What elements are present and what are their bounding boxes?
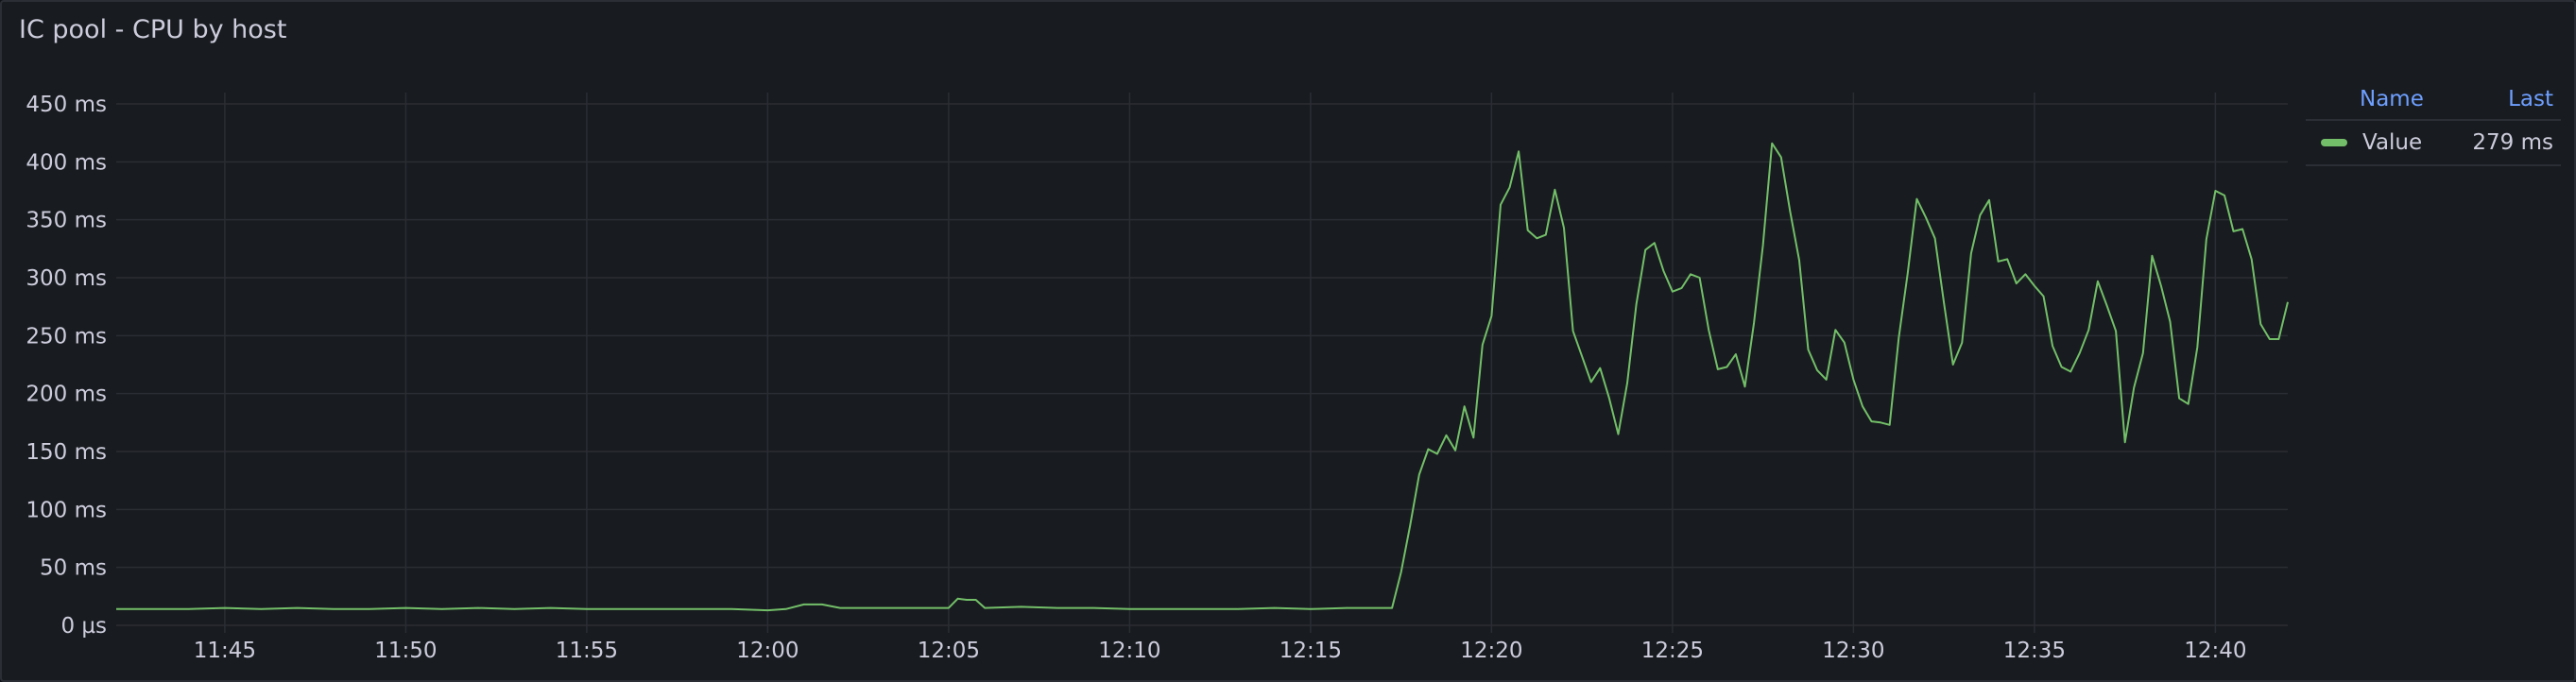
- y-tick-label: 350 ms: [26, 209, 107, 233]
- panel-title[interactable]: IC pool - CPU by host: [19, 15, 287, 44]
- x-tick-label: 11:55: [556, 639, 618, 663]
- legend-item-last: 279 ms: [2472, 130, 2553, 155]
- y-tick-label: 150 ms: [26, 440, 107, 465]
- x-tick-label: 12:40: [2184, 639, 2246, 663]
- series-color-swatch[interactable]: [2321, 139, 2347, 146]
- x-tick-label: 12:00: [736, 639, 799, 663]
- x-tick-label: 11:50: [374, 639, 437, 663]
- y-tick-label: 400 ms: [26, 150, 107, 175]
- legend-table: Name Last Value 279 ms: [2306, 79, 2561, 166]
- y-tick-label: 200 ms: [26, 383, 107, 407]
- y-tick-label: 100 ms: [26, 498, 107, 522]
- x-tick-label: 12:30: [1822, 639, 1884, 663]
- y-tick-label: 250 ms: [26, 324, 107, 349]
- x-tick-label: 12:15: [1279, 639, 1342, 663]
- y-tick-label: 50 ms: [40, 556, 107, 581]
- x-tick-label: 11:45: [194, 639, 256, 663]
- x-tick-label: 12:35: [2003, 639, 2066, 663]
- x-tick-label: 12:10: [1098, 639, 1160, 663]
- y-tick-label: 450 ms: [26, 93, 107, 117]
- series-line-value: [116, 142, 2289, 612]
- y-tick-label: 0 µs: [60, 614, 107, 639]
- legend-item-name: Value: [2362, 130, 2423, 155]
- x-tick-label: 12:20: [1460, 639, 1522, 663]
- legend-header-name[interactable]: Name: [2360, 87, 2424, 111]
- x-tick-label: 12:25: [1641, 639, 1704, 663]
- legend-item[interactable]: Value 279 ms: [2306, 121, 2561, 166]
- legend-header: Name Last: [2306, 79, 2561, 121]
- legend-header-last[interactable]: Last: [2508, 87, 2553, 111]
- x-tick-label: 12:05: [918, 639, 980, 663]
- y-tick-label: 300 ms: [26, 266, 107, 291]
